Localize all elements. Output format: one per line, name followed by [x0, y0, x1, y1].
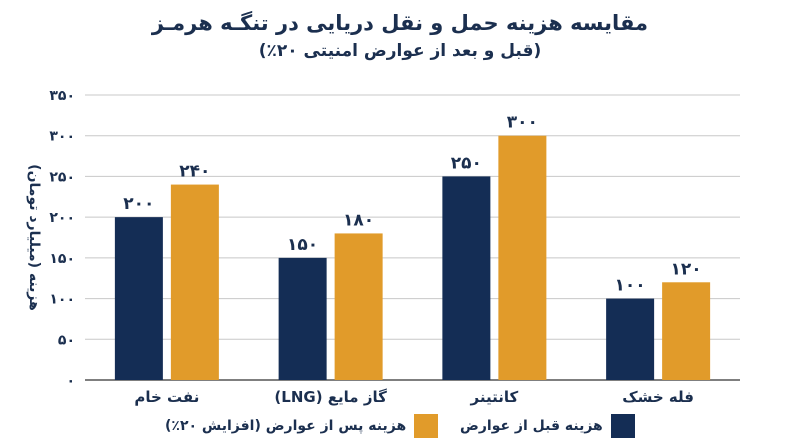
- bar-before: [278, 257, 327, 380]
- y-tick-label: ۳۰۰: [49, 129, 75, 145]
- y-tick-label: ۲۵۰: [49, 169, 75, 185]
- y-tick-label: ۰: [66, 373, 75, 389]
- x-tick-label: کانتینر: [470, 388, 519, 406]
- x-tick-label: نفت خام: [134, 388, 199, 406]
- legend: هزینه پس از عوارض (افزایش ۲۰٪) هزینه قبل…: [0, 412, 800, 440]
- data-label: ۱۰۰: [615, 276, 646, 296]
- data-label: ۱۸۰: [343, 210, 374, 230]
- data-label: ۱۲۰: [671, 259, 702, 279]
- data-label: ۱۵۰: [287, 235, 318, 255]
- legend-item-after: هزینه پس از عوارض (افزایش ۲۰٪): [165, 412, 439, 440]
- data-label: ۲۴۰: [179, 162, 210, 182]
- y-tick-label: ۳۵۰: [49, 88, 75, 104]
- legend-item-before: هزینه قبل از عوارض: [460, 412, 635, 440]
- x-tick-label: فله خشک: [622, 388, 694, 406]
- bar-before: [114, 217, 163, 380]
- bar-before: [442, 176, 491, 380]
- y-tick-label: ۱۰۰: [49, 292, 75, 308]
- chart-subtitle: (قبل و بعد از عوارض امنیتی ۲۰٪): [258, 41, 542, 61]
- y-tick-label: ۱۵۰: [49, 251, 75, 267]
- legend-label-before: هزینه قبل از عوارض: [460, 418, 603, 434]
- bar-before: [606, 298, 655, 380]
- bar-after: [170, 184, 219, 380]
- legend-swatch-after: [414, 414, 439, 438]
- y-tick-label: ۵۰: [58, 332, 75, 348]
- data-label: ۲۰۰: [123, 194, 154, 214]
- bar-after: [662, 282, 711, 380]
- y-tick-label: ۲۰۰: [49, 210, 75, 226]
- legend-swatch-before: [610, 414, 635, 438]
- x-tick-label: گاز مایع (LNG): [274, 388, 387, 406]
- data-label: ۲۵۰: [451, 153, 482, 173]
- legend-label-after: هزینه پس از عوارض (افزایش ۲۰٪): [165, 418, 407, 434]
- y-axis-label: هزینه (میلیارد تومان): [26, 164, 42, 311]
- data-label: ۳۰۰: [507, 113, 538, 133]
- chart-title: مقایسه هزینه حمل و نقل دریایی در تنگـه ه…: [151, 11, 649, 35]
- chart-title-block: مقایسه هزینه حمل و نقل دریایی در تنگـه ه…: [0, 8, 800, 64]
- bar-after: [334, 233, 383, 380]
- bar-after: [498, 135, 547, 380]
